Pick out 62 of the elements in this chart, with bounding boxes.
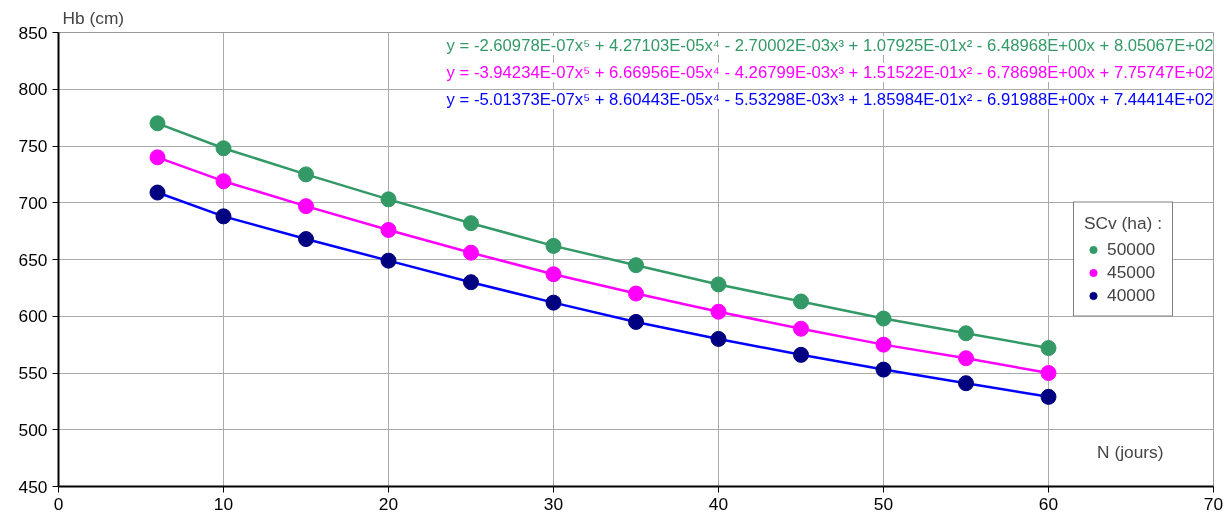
point: [793, 320, 809, 337]
point: [628, 285, 644, 302]
point: [1040, 388, 1057, 405]
point: [1040, 365, 1057, 381]
annotation: y = -5.01373E-07x⁵ + 8.60443E-05x⁴ - 5.53298E-03x³ + 1.85984E-01x² - 6.91988E+00x + 7.44414E+02: [446, 90, 1214, 109]
point: [215, 173, 232, 190]
x-tick-label: 30: [543, 493, 564, 514]
y-tick-label: 850: [18, 22, 48, 43]
point: [380, 222, 397, 238]
y-tick-label: 750: [18, 136, 48, 156]
point: [149, 184, 166, 201]
point: [298, 198, 314, 215]
point: [545, 294, 562, 311]
point: [628, 313, 644, 330]
point: [1040, 340, 1057, 357]
x-tick-label: 70: [1203, 493, 1224, 514]
point: [793, 293, 809, 310]
y-axis-title: Hb (cm): [62, 7, 125, 28]
point: [463, 215, 479, 232]
x-axis-title: N (jours): [1097, 441, 1164, 462]
x-tick-label: 0: [53, 493, 64, 514]
point: [149, 149, 166, 166]
legend-label: 45000: [1107, 261, 1156, 283]
point: [380, 191, 397, 208]
point: [463, 244, 479, 261]
point: [545, 266, 562, 283]
point: [710, 276, 727, 293]
point: [793, 346, 809, 363]
y-tick-label: 700: [18, 192, 48, 213]
legend-label: 50000: [1107, 238, 1156, 260]
point: [875, 336, 892, 353]
point: [298, 231, 314, 248]
x-tick-label: 60: [1038, 493, 1059, 514]
x-tick-label: 20: [378, 493, 399, 514]
y-tick-label: 800: [18, 79, 48, 100]
y-tick-label: 450: [18, 476, 48, 497]
point: [298, 166, 314, 183]
point: [710, 303, 727, 320]
annotation: y = -3.94234E-07x⁵ + 6.66956E-05x⁴ - 4.26799E-03x³ + 1.51522E-01x² - 6.78698E+00x + 7.75747E+02: [446, 63, 1214, 82]
point: [463, 274, 479, 291]
point: [958, 375, 974, 392]
x-tick-label: 50: [873, 493, 894, 514]
point: [875, 310, 892, 327]
point: [875, 361, 892, 378]
y-tick-label: 650: [18, 249, 48, 270]
legend-label: 40000: [1107, 284, 1156, 306]
x-tick-label: 10: [213, 493, 234, 514]
point: [149, 115, 166, 132]
point: [710, 330, 727, 347]
point: [958, 325, 974, 342]
y-tick-label: 600: [18, 306, 48, 327]
point: [628, 257, 644, 274]
point: [545, 237, 562, 254]
annotation: y = -2.60978E-07x⁵ + 4.27103E-05x⁴ - 2.70002E-03x³ + 1.07925E-01x² - 6.48968E+00x + 8.05067E+02: [446, 36, 1214, 55]
x-tick-label: 40: [708, 493, 729, 514]
legend-title: SCv (ha) :: [1084, 212, 1162, 234]
point: [215, 208, 232, 225]
point: [380, 252, 397, 269]
point: [958, 350, 974, 367]
y-tick-label: 500: [18, 419, 48, 440]
y-tick-label: 550: [18, 363, 48, 383]
point: [215, 140, 232, 157]
